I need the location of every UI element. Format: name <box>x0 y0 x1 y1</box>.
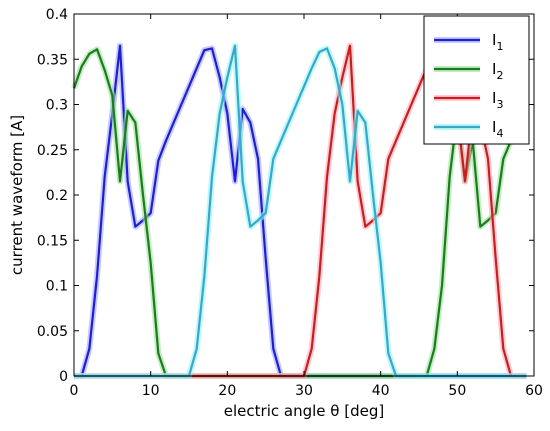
x-tick-label: 40 <box>372 383 390 399</box>
y-tick-label: 0.4 <box>46 7 68 23</box>
x-tick-label: 50 <box>448 383 466 399</box>
x-tick-label: 0 <box>70 383 79 399</box>
legend-entry-subscript: 1 <box>496 40 503 53</box>
legend: I1 I2 I3 I4 <box>423 15 530 145</box>
y-tick-label: 0 <box>59 369 68 385</box>
legend-entry-subscript: 3 <box>496 98 503 111</box>
x-tick-label: 30 <box>295 383 313 399</box>
legend-entry-label: I1 <box>492 31 503 53</box>
y-tick-label: 0.35 <box>37 52 68 68</box>
legend-entry-label: I3 <box>492 89 503 111</box>
y-tick-label: 0.2 <box>46 188 68 204</box>
x-tick-label: 60 <box>525 383 543 399</box>
x-tick-label: 10 <box>142 383 160 399</box>
y-tick-label: 0.1 <box>46 279 68 295</box>
y-tick-label: 0.05 <box>37 324 68 340</box>
y-tick-label: 0.15 <box>37 233 68 249</box>
legend-entry-subscript: 2 <box>496 69 503 82</box>
legend-entry-label: I2 <box>492 60 503 82</box>
legend-entry-subscript: 4 <box>496 127 503 140</box>
ticks-layer: 0 10 20 30 40 50 60 0 0.05 0.1 0.15 0.2 0.25 0.3 0.35 0… <box>37 7 543 399</box>
y-tick-label: 0.25 <box>37 143 68 159</box>
y-axis-label: current waveform [A] <box>8 115 26 275</box>
x-axis-label: electric angle θ [deg] <box>224 402 384 420</box>
legend-entry-label: I4 <box>492 118 503 140</box>
y-tick-label: 0.3 <box>46 98 68 114</box>
x-tick-label: 20 <box>218 383 236 399</box>
